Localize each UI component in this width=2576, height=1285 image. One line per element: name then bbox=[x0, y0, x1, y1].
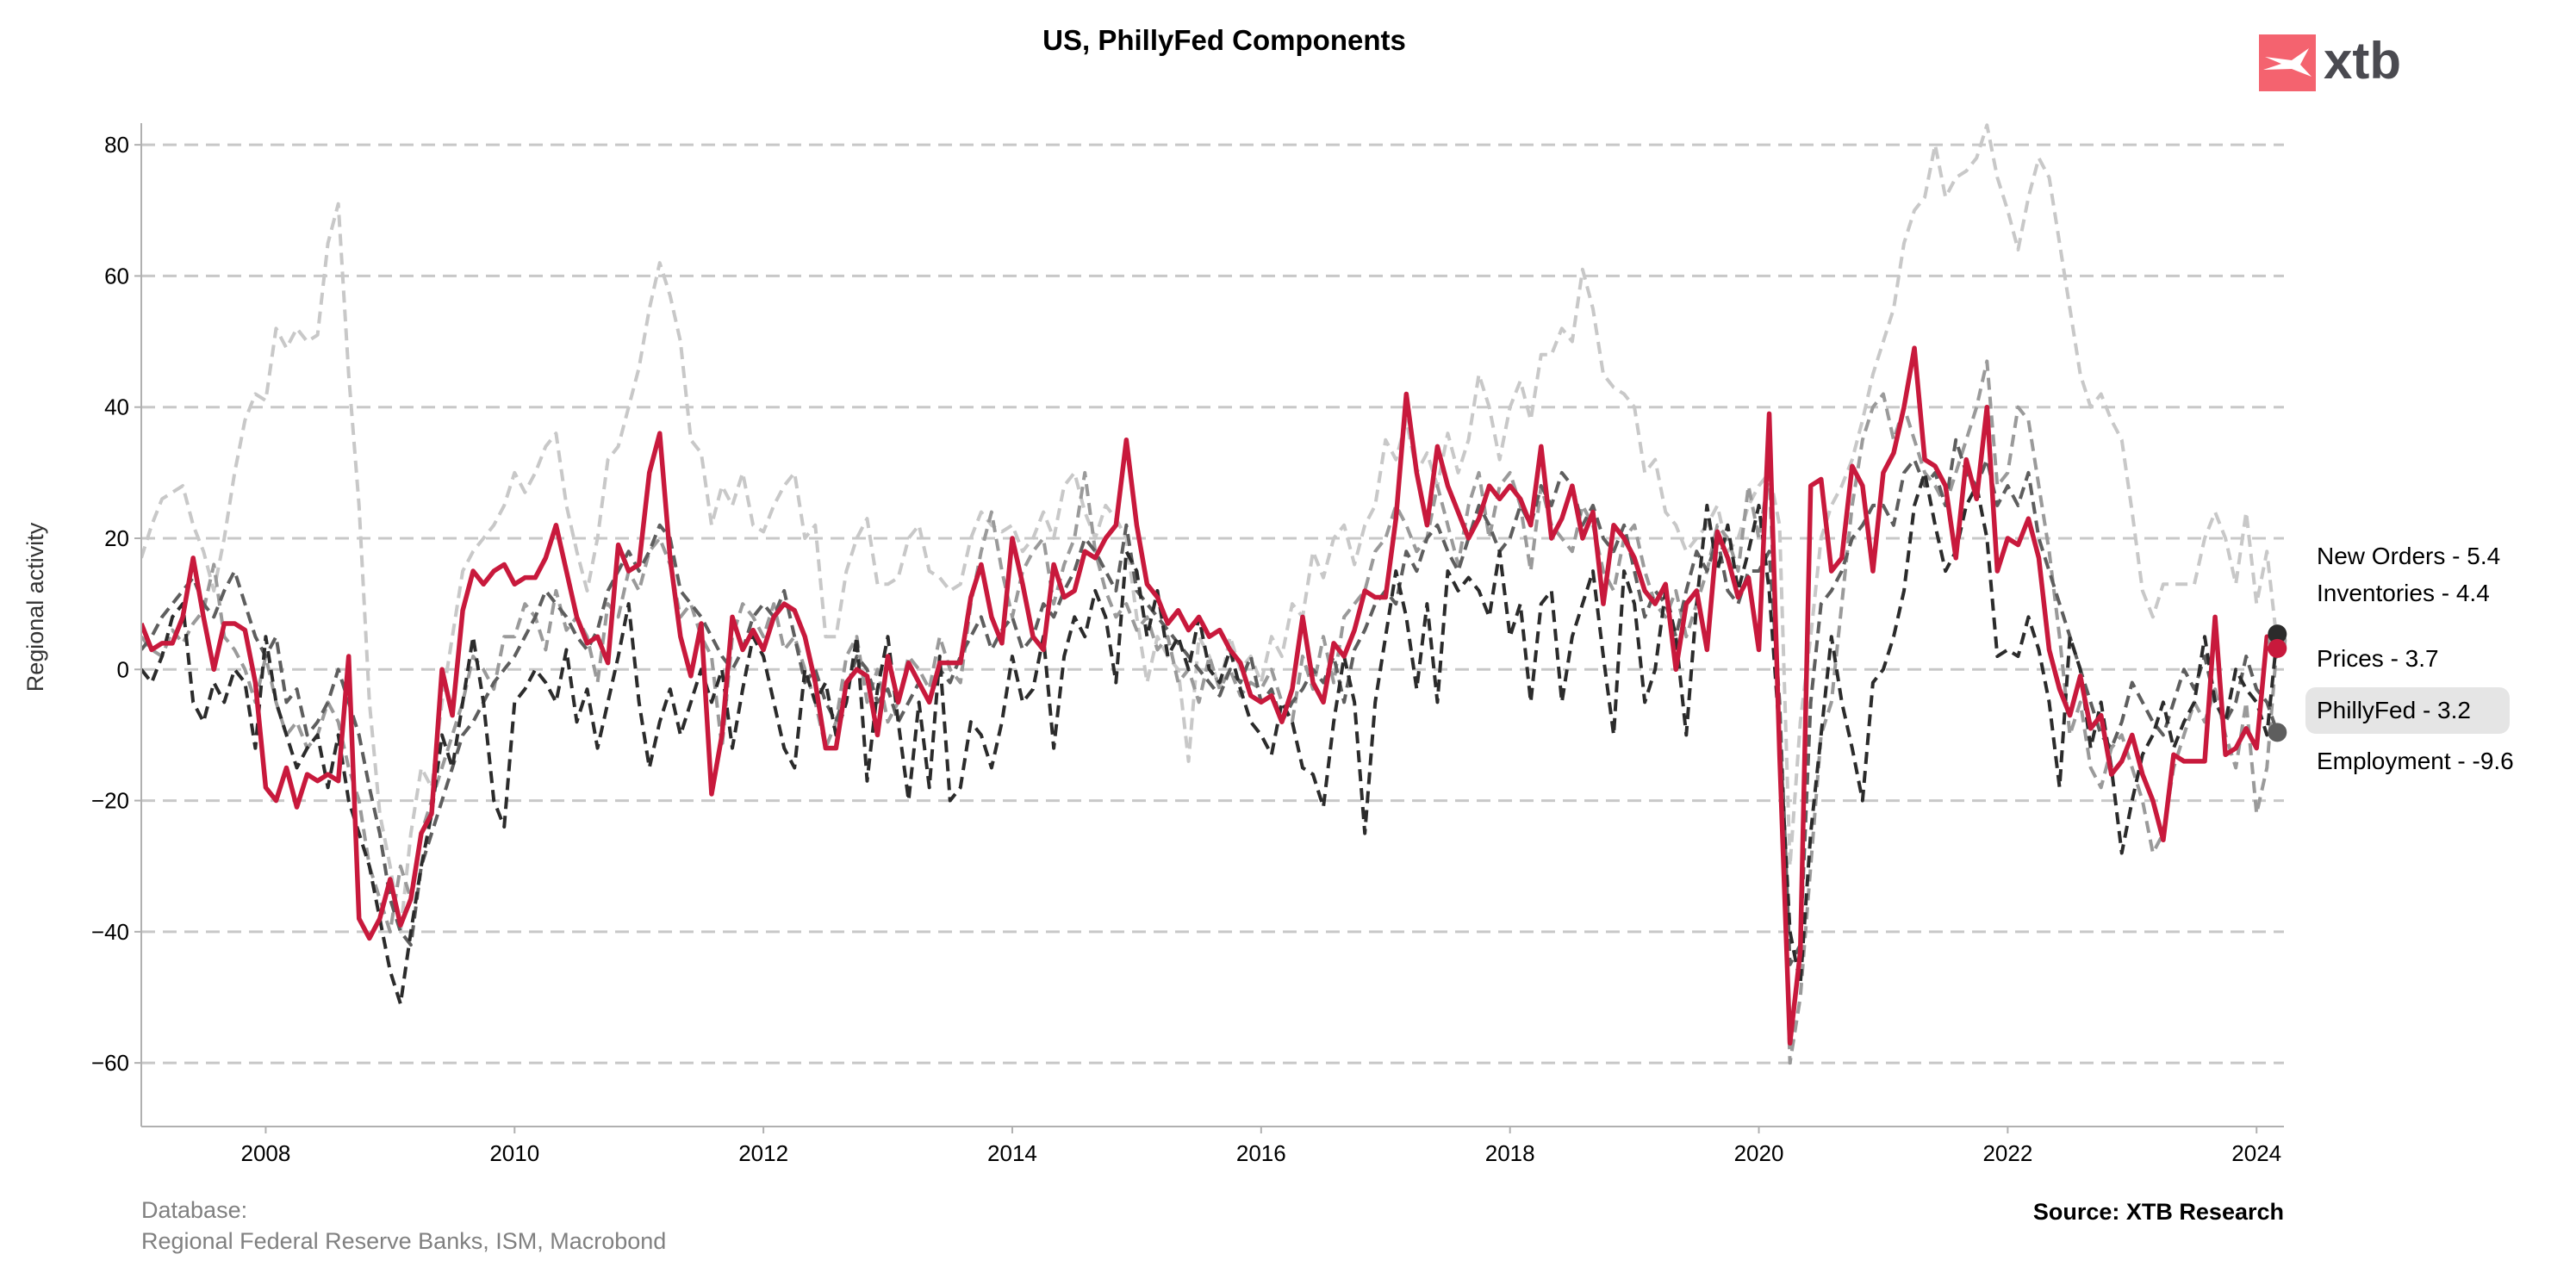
chart-title: US, PhillyFed Components bbox=[1042, 24, 1406, 56]
y-tick-label: 80 bbox=[104, 132, 129, 158]
database-label: Database: bbox=[141, 1197, 247, 1223]
y-tick-label: −20 bbox=[91, 788, 129, 814]
line-new-orders bbox=[141, 470, 2280, 1006]
end-marker-new-orders bbox=[2268, 624, 2287, 644]
x-tick-label: 2012 bbox=[738, 1140, 788, 1166]
database-sources: Regional Federal Reserve Banks, ISM, Mac… bbox=[141, 1228, 666, 1254]
x-tick-label: 2014 bbox=[987, 1140, 1037, 1166]
legend-prices: Prices - 3.7 bbox=[2317, 645, 2439, 672]
y-tick-label: 60 bbox=[104, 263, 129, 289]
x-axis-ticks: 2008 2010 2012 2014 2016 2018 2020 2022 2024 bbox=[241, 1127, 2281, 1166]
line-employment bbox=[141, 438, 2280, 966]
legend-employment: Employment - -9.6 bbox=[2317, 748, 2514, 774]
x-tick-label: 2020 bbox=[1734, 1140, 1784, 1166]
legend-inventories: Inventories - 4.4 bbox=[2317, 580, 2490, 606]
source-label: Source: XTB Research bbox=[2033, 1199, 2284, 1225]
y-tick-label: 20 bbox=[104, 525, 129, 551]
y-axis-label: Regional activity bbox=[22, 522, 48, 692]
end-marker-employment bbox=[2268, 723, 2287, 742]
end-markers bbox=[2268, 624, 2287, 742]
y-tick-label: 40 bbox=[104, 394, 129, 420]
xtb-logo-x-icon bbox=[2263, 48, 2312, 77]
xtb-logo: xtb bbox=[2259, 32, 2401, 91]
line-prices bbox=[141, 123, 2280, 934]
x-tick-label: 2010 bbox=[489, 1140, 539, 1166]
x-tick-label: 2022 bbox=[1982, 1140, 2032, 1166]
legend-new-orders: New Orders - 5.4 bbox=[2317, 543, 2500, 569]
y-axis-ticks: 80 60 40 20 0 −20 −40 −60 bbox=[91, 132, 141, 1076]
x-tick-label: 2018 bbox=[1485, 1140, 1535, 1166]
legend-phillyfed: PhillyFed - 3.2 bbox=[2317, 697, 2471, 723]
line-phillyfed bbox=[141, 345, 2280, 1046]
xtb-logo-text: xtb bbox=[2324, 32, 2401, 90]
y-tick-label: 0 bbox=[117, 656, 129, 682]
end-marker-phillyfed bbox=[2268, 638, 2287, 658]
series-lines bbox=[141, 123, 2280, 1065]
x-tick-label: 2016 bbox=[1236, 1140, 1286, 1166]
legend-phillyfed-highlight bbox=[2305, 687, 2510, 734]
x-tick-label: 2008 bbox=[241, 1140, 291, 1166]
y-tick-label: −40 bbox=[91, 919, 129, 945]
line-inventories bbox=[141, 359, 2280, 1065]
y-tick-label: −60 bbox=[91, 1050, 129, 1076]
legend: New Orders - 5.4 Inventories - 4.4 Price… bbox=[2305, 543, 2514, 774]
x-tick-label: 2024 bbox=[2231, 1140, 2281, 1166]
